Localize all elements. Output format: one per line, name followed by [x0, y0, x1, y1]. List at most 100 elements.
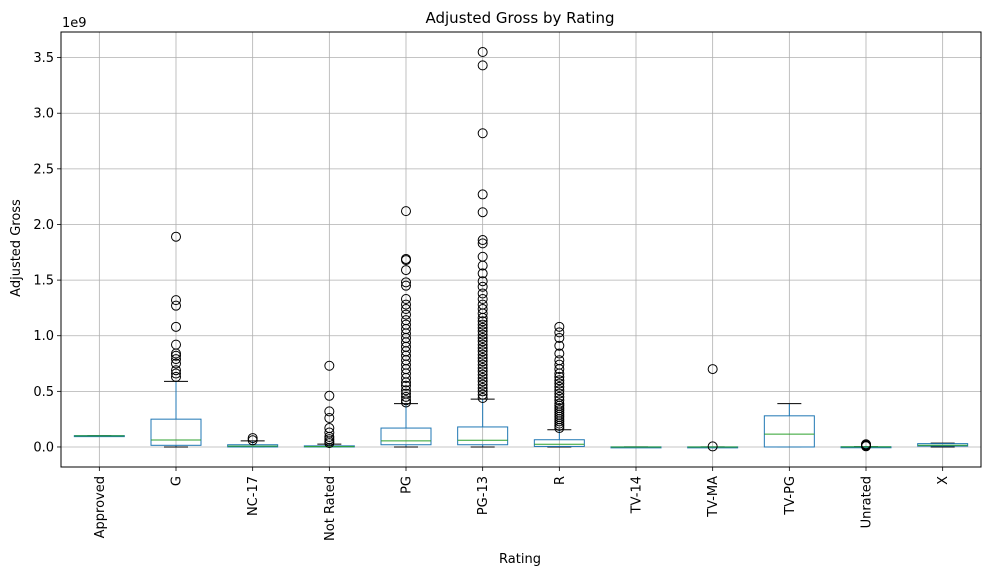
- outlier-point: [477, 329, 488, 340]
- iqr-box: [533, 439, 585, 447]
- outlier-point: [477, 356, 488, 367]
- outlier-point: [554, 385, 565, 396]
- outlier-point: [401, 319, 411, 330]
- outlier-point: [477, 369, 488, 380]
- outlier-point: [477, 288, 488, 299]
- outlier-point: [171, 350, 181, 361]
- iqr-box: [763, 415, 815, 448]
- outlier-point: [554, 405, 565, 416]
- outlier-point: [401, 309, 411, 320]
- box-unrated: [840, 439, 892, 452]
- outlier-point: [171, 365, 181, 376]
- outlier-point: [324, 406, 335, 417]
- outlier-point: [401, 391, 411, 402]
- outlier-point: [401, 280, 411, 291]
- outlier-point: [554, 378, 565, 389]
- grid-layer: [61, 32, 981, 467]
- outlier-point: [171, 295, 181, 306]
- x-tick-label: Unrated: [860, 476, 875, 528]
- outlier-point: [477, 276, 488, 287]
- outlier-point: [554, 403, 565, 414]
- y-axis-label: Adjusted Gross: [9, 199, 24, 297]
- outlier-point: [477, 294, 488, 305]
- outlier-point: [554, 327, 565, 338]
- box-pg: [380, 206, 432, 448]
- outlier-point: [401, 277, 411, 288]
- outlier-point: [171, 371, 181, 382]
- outlier-point: [554, 375, 565, 386]
- x-tick-label: NC-17: [246, 476, 261, 516]
- outlier-point: [477, 359, 488, 370]
- box-layer: [73, 47, 969, 452]
- outlier-point: [554, 398, 565, 409]
- x-tick-label: X: [936, 476, 951, 485]
- outlier-point: [477, 299, 488, 310]
- outlier-point: [477, 383, 488, 394]
- y-tick-label: 2.0: [33, 218, 54, 233]
- outlier-point: [171, 231, 181, 242]
- outlier-point: [171, 358, 181, 369]
- outlier-point: [171, 354, 181, 365]
- outlier-point: [477, 326, 488, 337]
- iqr-box: [150, 418, 202, 446]
- outlier-point: [477, 386, 488, 397]
- y-tick-label: 1.5: [33, 274, 54, 289]
- outlier-point: [477, 379, 488, 390]
- outlier-point: [554, 381, 565, 392]
- outlier-point: [477, 339, 488, 350]
- outlier-point: [324, 390, 335, 401]
- outlier-point: [554, 359, 565, 370]
- outlier-point: [477, 238, 488, 249]
- y-offset-label: 1e9: [62, 16, 87, 31]
- x-tick-label: PG: [400, 476, 415, 494]
- outlier-point: [477, 268, 488, 279]
- y-tick-label: 0.0: [33, 440, 54, 455]
- outlier-point: [477, 393, 488, 404]
- x-tick-label: PG-13: [476, 476, 491, 515]
- box-tv-pg: [763, 403, 815, 448]
- plot-frame: [60, 31, 982, 468]
- outlier-point: [477, 235, 488, 246]
- outlier-point: [401, 206, 411, 217]
- outlier-point: [247, 435, 258, 446]
- y-tick-label: 3.5: [33, 51, 54, 66]
- x-tick-label: TV-14: [630, 476, 645, 514]
- outlier-point: [707, 364, 718, 375]
- outlier-point: [324, 413, 335, 424]
- box-tv-ma: [687, 364, 739, 452]
- outlier-point: [401, 388, 411, 399]
- outlier-point: [171, 300, 181, 311]
- x-axis-label: Rating: [499, 552, 541, 567]
- outlier-point: [477, 336, 488, 347]
- outlier-point: [477, 376, 488, 387]
- outlier-point: [477, 319, 488, 330]
- outlier-point: [171, 368, 181, 379]
- outlier-point: [477, 342, 488, 353]
- chart-title: Adjusted Gross by Rating: [426, 9, 615, 27]
- outlier-point: [477, 316, 488, 327]
- box-pg-13: [457, 47, 509, 448]
- outlier-point: [477, 346, 488, 357]
- box-g: [150, 231, 202, 448]
- outlier-point: [477, 60, 488, 71]
- outlier-point: [554, 391, 565, 402]
- box-r: [533, 321, 585, 448]
- x-tick-label: G: [170, 476, 185, 486]
- outlier-point: [477, 332, 488, 343]
- outlier-point: [477, 389, 488, 400]
- outlier-point: [554, 332, 565, 343]
- outlier-point: [401, 253, 411, 264]
- box-approved: [73, 435, 125, 438]
- outlier-point: [324, 360, 335, 371]
- outlier-point: [324, 434, 335, 445]
- outlier-point: [861, 439, 871, 450]
- outlier-point: [554, 348, 565, 359]
- outlier-point: [401, 380, 411, 391]
- outlier-point: [477, 349, 488, 360]
- outlier-point: [401, 299, 411, 310]
- outlier-point: [401, 315, 411, 326]
- outlier-point: [324, 423, 335, 434]
- outlier-point: [401, 304, 411, 315]
